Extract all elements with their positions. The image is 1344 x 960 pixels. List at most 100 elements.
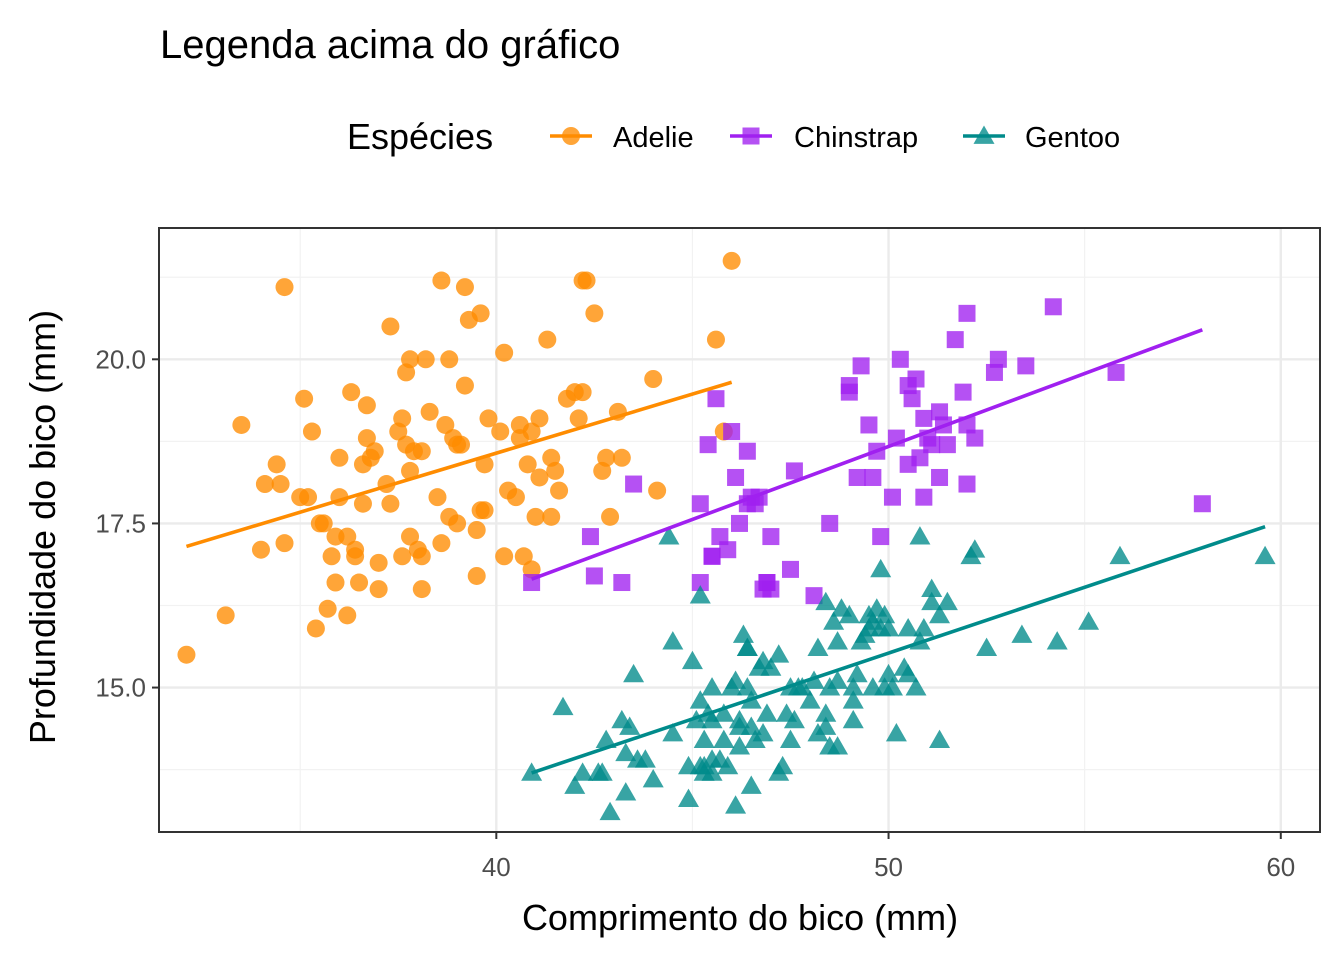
- data-point: [921, 591, 943, 611]
- data-point: [381, 317, 400, 336]
- data-point: [338, 606, 357, 625]
- data-point: [846, 663, 868, 683]
- data-point: [791, 677, 813, 696]
- data-point: [923, 436, 941, 454]
- trend-line-adelie: [185, 380, 733, 549]
- data-point: [216, 606, 235, 625]
- data-point: [338, 527, 357, 546]
- data-point: [440, 350, 459, 369]
- data-point: [369, 553, 388, 572]
- data-point: [678, 788, 700, 808]
- data-point: [526, 507, 545, 526]
- data-point: [852, 357, 870, 375]
- data-point: [870, 558, 892, 578]
- data-point: [731, 514, 748, 532]
- x-tick-label: 50: [874, 852, 903, 882]
- data-point: [644, 370, 663, 388]
- data-point: [1046, 631, 1068, 650]
- data-point: [1109, 545, 1131, 565]
- data-point: [838, 604, 860, 624]
- data-point: [713, 729, 735, 748]
- data-point: [530, 468, 549, 487]
- data-point: [921, 578, 943, 597]
- data-point: [823, 611, 845, 630]
- legend-item-chinstrap: Chinstrap: [730, 122, 918, 154]
- data-point: [615, 742, 637, 762]
- data-point: [393, 547, 412, 566]
- data-point: [401, 350, 420, 369]
- data-point: [1011, 624, 1033, 643]
- legend: Espécies Adelie Chinstrap Gentoo: [347, 116, 1120, 157]
- data-point: [713, 703, 735, 722]
- data-point: [306, 619, 325, 638]
- data-point: [727, 468, 745, 486]
- data-point: [1107, 363, 1125, 381]
- data-point: [736, 637, 758, 657]
- data-point: [467, 521, 486, 539]
- data-point: [595, 729, 617, 748]
- data-point: [412, 580, 431, 599]
- data-point: [958, 304, 976, 322]
- data-point: [455, 376, 474, 395]
- data-point: [479, 409, 498, 428]
- data-point: [931, 403, 949, 421]
- data-point: [706, 330, 725, 349]
- data-point: [768, 644, 790, 663]
- x-tick-label: 40: [482, 852, 511, 882]
- data-point: [1254, 545, 1276, 565]
- data-point: [322, 547, 341, 566]
- data-point: [693, 729, 715, 748]
- panel-border: [158, 227, 1321, 833]
- data-point: [401, 461, 420, 480]
- data-point: [1078, 611, 1100, 630]
- data-point: [506, 488, 525, 507]
- data-point: [330, 448, 349, 467]
- data-point: [530, 409, 549, 428]
- data-point: [699, 436, 717, 454]
- data-point: [569, 409, 588, 428]
- data-point: [783, 709, 805, 729]
- data-point: [701, 709, 723, 729]
- data-point: [662, 631, 684, 650]
- data-point: [428, 488, 447, 507]
- data-point: [495, 547, 514, 566]
- data-point: [701, 762, 723, 781]
- data-point: [878, 617, 900, 637]
- data-point: [662, 723, 684, 742]
- data-point: [722, 251, 741, 270]
- legend-key-square: [742, 127, 760, 145]
- data-point: [883, 488, 901, 506]
- data-point: [634, 749, 656, 768]
- data-point: [897, 617, 919, 637]
- data-point: [807, 637, 829, 657]
- data-point: [613, 574, 631, 592]
- data-point: [232, 415, 251, 434]
- data-point: [899, 377, 917, 395]
- trend-lines: [185, 328, 1266, 775]
- trend-line-chinstrap: [530, 328, 1203, 581]
- data-point: [874, 604, 896, 624]
- data-point: [911, 449, 929, 467]
- data-point: [420, 402, 439, 421]
- data-point: [1044, 298, 1062, 316]
- data-point: [964, 539, 986, 558]
- data-point: [681, 650, 703, 670]
- data-point: [572, 762, 594, 781]
- data-point: [936, 591, 958, 611]
- data-point: [542, 507, 561, 526]
- data-point: [546, 461, 565, 480]
- data-point: [772, 755, 794, 775]
- trend-line-gentoo: [531, 525, 1266, 775]
- data-point: [860, 416, 878, 434]
- data-point: [913, 617, 935, 637]
- data-point: [915, 488, 933, 506]
- data-point: [267, 455, 286, 474]
- data-point: [827, 670, 849, 689]
- data-point: [573, 383, 592, 402]
- y-tick-label: 15.0: [95, 673, 146, 703]
- data-point: [989, 350, 1007, 368]
- data-point: [585, 567, 603, 585]
- data-point: [758, 574, 776, 592]
